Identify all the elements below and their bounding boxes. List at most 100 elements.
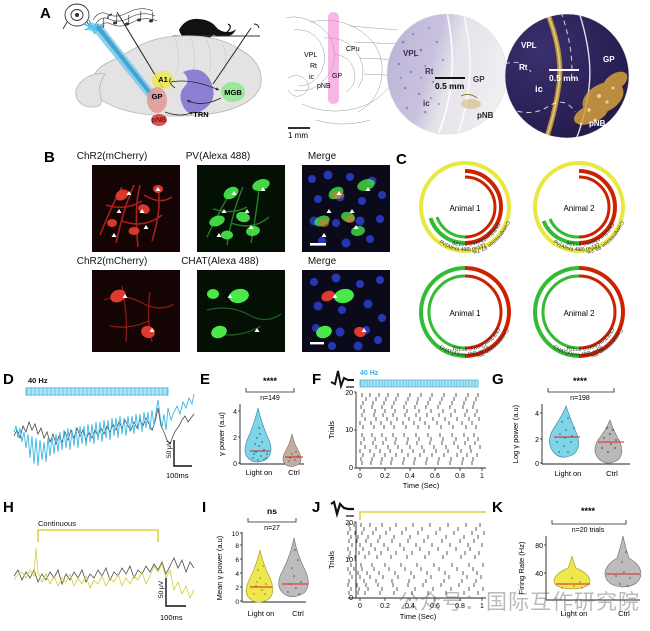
paneld-lfp-trace: 50 μV 100ms: [13, 387, 195, 480]
panelf-stim-train: [359, 379, 479, 388]
region-label-trn: TRN: [193, 110, 208, 119]
mouse-icon: [179, 18, 236, 41]
panele-sig-bracket: [245, 388, 295, 393]
panelj-ylabel: Trials: [327, 551, 336, 569]
panelb-image-pv: [197, 165, 285, 252]
panelg-sig-bracket: [547, 388, 615, 393]
hist1-label-vpl: VPL: [403, 49, 419, 58]
panele-violin-plot: **** n=149 0 2 4 γ power (a.u) Light on …: [217, 376, 304, 477]
atlas-label-vpl: VPL: [304, 52, 317, 59]
panelh-scale-x-label: 100ms: [160, 613, 183, 622]
paneld-scale-y-label: 50 μV: [166, 440, 173, 458]
panelj-stim-bracket: [359, 511, 486, 520]
panelf-xtick-2: 0.4: [405, 473, 415, 480]
panelg-xtick-1: Ctrl: [606, 469, 618, 478]
panelc-circle-3: Coexpression 0% ChR2(mCherry) n=101 CHAT…: [419, 266, 511, 358]
panelg-ytick-1: 2: [535, 437, 539, 444]
region-label-gp: GP: [152, 92, 163, 101]
atlas-scale-label: 1 mm: [288, 131, 308, 140]
panelc-animal-4: Animal 2: [563, 309, 595, 318]
hist1-label-pnb: pNB: [477, 111, 494, 120]
panelb-image-chat: [197, 270, 285, 352]
panelc-animal-2: Animal 2: [563, 204, 595, 213]
atlas-label-rt: Rt: [310, 63, 317, 70]
panelj-xtick-2: 0.4: [405, 603, 415, 610]
region-label-mgb: MGB: [224, 88, 242, 97]
paneld-scale-x-label: 100ms: [166, 471, 189, 480]
region-gp: [147, 87, 167, 113]
panel-label-c: C: [396, 151, 407, 168]
panelf-xlabel: Time (Sec): [403, 481, 440, 490]
panelf-xtick-0: 0: [358, 473, 362, 480]
region-pnb: [151, 114, 167, 126]
panelk-ylabel: Firing Rate (Hz): [517, 541, 526, 594]
region-a1: [152, 71, 174, 89]
paneli-ytick-0: 0: [235, 599, 239, 606]
panelj-xtick-4: 0.8: [455, 603, 465, 610]
paneli-ytick-2: 4: [235, 571, 239, 578]
region-mgb: [221, 82, 245, 102]
region-label-a1: A1: [158, 75, 168, 84]
paneld-ctrl-trace: [13, 407, 195, 446]
paneli-violin-plot: ns n=27 0 2 4 6 8 10 Mean γ power (a.u) …: [215, 506, 309, 618]
panelh-scale-y-label: 50 μV: [158, 580, 165, 598]
atlas-label-ic: ic: [309, 74, 315, 81]
panelg-violin-lighton: [549, 404, 579, 458]
panelj-raster-plot: 20 10 0 Trials 0 0.2 0.4 0.6 0.8 1 Time …: [327, 511, 486, 621]
paneli-violin-ctrl: [278, 537, 309, 598]
panelg-ylabel: Log γ power (a.u): [511, 404, 520, 463]
panelh-stim-label: Continuous: [38, 519, 76, 528]
panelj-xtick-0: 0: [358, 603, 362, 610]
panele-xtick-0: Light on: [246, 468, 273, 477]
hist2-label-rt: Rt: [519, 63, 528, 72]
panel-a-histology-nissl: VPL Rt ic GP pNB 0.5 mm: [386, 13, 508, 135]
panelj-xtick-5: 1: [480, 603, 484, 610]
panelb-scalebar-r1: [310, 243, 326, 246]
paneld-light-trace: [13, 393, 195, 467]
panelk-xtick-0: Light on: [561, 609, 588, 618]
panelc-circle-1: Coexpression 97.7% ChR2(mCherry) n=129 P…: [419, 161, 511, 254]
hist2-label-gp: GP: [603, 55, 615, 64]
panelj-xlabel: Time (Sec): [400, 612, 437, 621]
panelj-spike-ticks: [347, 523, 485, 595]
hist1-label-rt: Rt: [425, 67, 434, 76]
panel-label-g: G: [492, 371, 504, 388]
optic-fiber-icon: [83, 19, 159, 102]
paneli-ytick-5: 10: [232, 531, 240, 538]
panelk-xtick-1: Ctrl: [618, 609, 630, 618]
panelk-violin-plot: **** n=20 trials 40 80 Firing Rate (Hz) …: [517, 506, 642, 618]
arrow-markers: [111, 187, 161, 245]
panelk-ytick-0: 40: [535, 571, 543, 578]
paneld-stim-train: [25, 387, 169, 396]
paneld-stim-label: 40 Hz: [28, 376, 48, 385]
panelg-ytick-0: 0: [535, 461, 539, 468]
panelj-spike-waveform-icon: [330, 500, 354, 519]
panel-label-j: J: [312, 499, 321, 516]
panel-label-i: I: [202, 499, 207, 516]
panel-label-b: B: [44, 149, 55, 166]
hist2-label-pnb: pNB: [589, 119, 606, 128]
speaker-icon: [62, 3, 92, 30]
panele-ytick-1: 2: [233, 435, 237, 442]
hist2-scale-label: 0.5 mm: [549, 73, 579, 83]
panel-label-e: E: [200, 371, 211, 388]
panelg-n: n=198: [570, 395, 590, 402]
panelf-spike-ticks: [359, 393, 481, 465]
panelj-xtick-1: 0.2: [380, 603, 390, 610]
paneli-ytick-4: 8: [235, 543, 239, 550]
panelf-xtick-3: 0.6: [430, 473, 440, 480]
panelb-title-r2c1: ChR2(mCherry): [76, 256, 148, 267]
paneli-ylabel: Mean γ power (a.u): [215, 535, 224, 600]
hist2-label-ic: ic: [535, 84, 543, 95]
panel-label-f: F: [312, 371, 322, 388]
hist1-label-ic: ic: [423, 99, 430, 108]
paneli-ytick-3: 6: [235, 557, 239, 564]
panele-ylabel: γ power (a.u): [217, 412, 226, 456]
panelb-title-r1c2: PV(Alexa 488): [185, 151, 251, 162]
panele-violin-lighton: [244, 407, 272, 463]
paneli-violin-lighton: [245, 549, 274, 603]
panelg-violin-plot: **** n=198 0 2 4 Log γ power (a.u) Light…: [511, 376, 630, 478]
panelk-n: n=20 trials: [572, 527, 605, 534]
paneli-n: n=27: [264, 525, 280, 532]
